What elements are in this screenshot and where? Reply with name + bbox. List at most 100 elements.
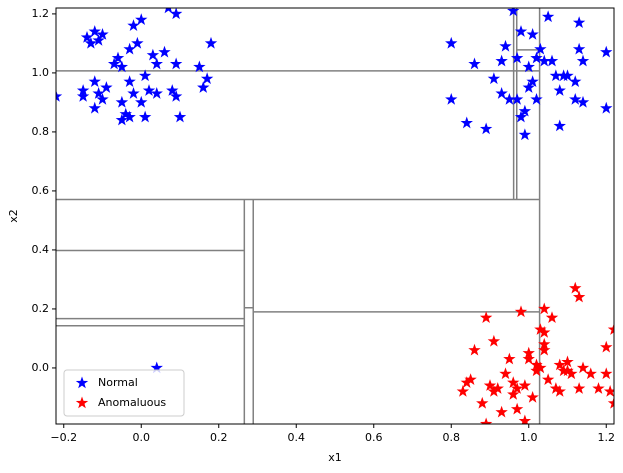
legend-label: Anomaluous (98, 396, 166, 409)
point (499, 39, 512, 52)
point (146, 48, 160, 61)
point (607, 396, 614, 409)
point (526, 28, 539, 40)
x-tick-label: −0.2 (50, 431, 77, 444)
point (80, 31, 94, 43)
point (510, 92, 524, 105)
point (514, 110, 528, 123)
point (503, 92, 516, 105)
point (169, 8, 183, 20)
point (553, 84, 566, 96)
point (173, 110, 187, 123)
point (464, 373, 477, 385)
point (164, 8, 173, 14)
point (495, 87, 508, 99)
point (456, 385, 470, 397)
legend-box (63, 369, 185, 417)
point (530, 51, 543, 64)
point (169, 57, 183, 70)
point (119, 107, 132, 120)
point (526, 390, 539, 403)
x-tick-label: 0.0 (133, 431, 151, 444)
legend-label: Normal (98, 376, 138, 389)
point (479, 417, 493, 424)
point (561, 355, 574, 368)
point (476, 396, 489, 409)
point (600, 45, 613, 58)
point (600, 340, 613, 353)
point (510, 402, 524, 415)
point (514, 25, 528, 37)
point (96, 28, 109, 40)
point (572, 42, 586, 55)
point (445, 92, 458, 105)
point (204, 36, 218, 49)
point (150, 57, 163, 70)
point (115, 113, 129, 126)
point (487, 385, 501, 397)
point (123, 110, 136, 123)
point (572, 382, 586, 394)
point (603, 385, 614, 397)
legend-marker (75, 376, 89, 389)
point (572, 16, 586, 29)
point (127, 19, 140, 31)
plot-area (56, 8, 614, 424)
x-tick-label: 0.2 (210, 431, 228, 444)
point (100, 81, 113, 93)
point (135, 13, 148, 26)
point (468, 343, 481, 356)
point (526, 75, 539, 88)
y-tick-label: 0.8 (32, 125, 50, 138)
point (522, 346, 535, 359)
point (522, 60, 535, 73)
point (56, 90, 63, 102)
point (193, 60, 206, 73)
point (84, 36, 98, 49)
point (545, 311, 559, 324)
point (530, 364, 543, 377)
point (514, 305, 528, 318)
point (88, 101, 101, 114)
point (495, 405, 508, 418)
x-tick-label: 1.0 (520, 431, 538, 444)
point (88, 25, 101, 37)
point (545, 54, 559, 67)
point (538, 343, 551, 356)
point (584, 367, 597, 380)
point (534, 42, 547, 55)
point (76, 90, 90, 102)
point (518, 379, 532, 391)
point (607, 323, 614, 335)
y-tick-label: 0.4 (32, 243, 50, 256)
point (92, 87, 105, 99)
point (507, 388, 520, 400)
point (200, 72, 214, 85)
point (158, 45, 171, 58)
y-tick-label: 0.6 (32, 184, 50, 197)
point (569, 75, 582, 88)
point (569, 92, 582, 105)
point (565, 367, 578, 380)
point (538, 302, 551, 315)
point (468, 57, 481, 70)
legend-marker (75, 396, 89, 409)
point (507, 376, 520, 388)
plot-frame (55, 7, 615, 425)
point (518, 104, 532, 117)
point (96, 92, 109, 105)
y-tick-label: 0.0 (32, 361, 50, 374)
point (538, 54, 551, 67)
point (107, 57, 121, 70)
point (530, 358, 543, 371)
point (592, 382, 605, 394)
point (460, 116, 473, 129)
point (115, 60, 129, 73)
point (576, 54, 590, 67)
point (445, 36, 458, 49)
point (576, 361, 590, 374)
point (538, 337, 551, 350)
point (507, 8, 520, 17)
point (569, 281, 582, 294)
